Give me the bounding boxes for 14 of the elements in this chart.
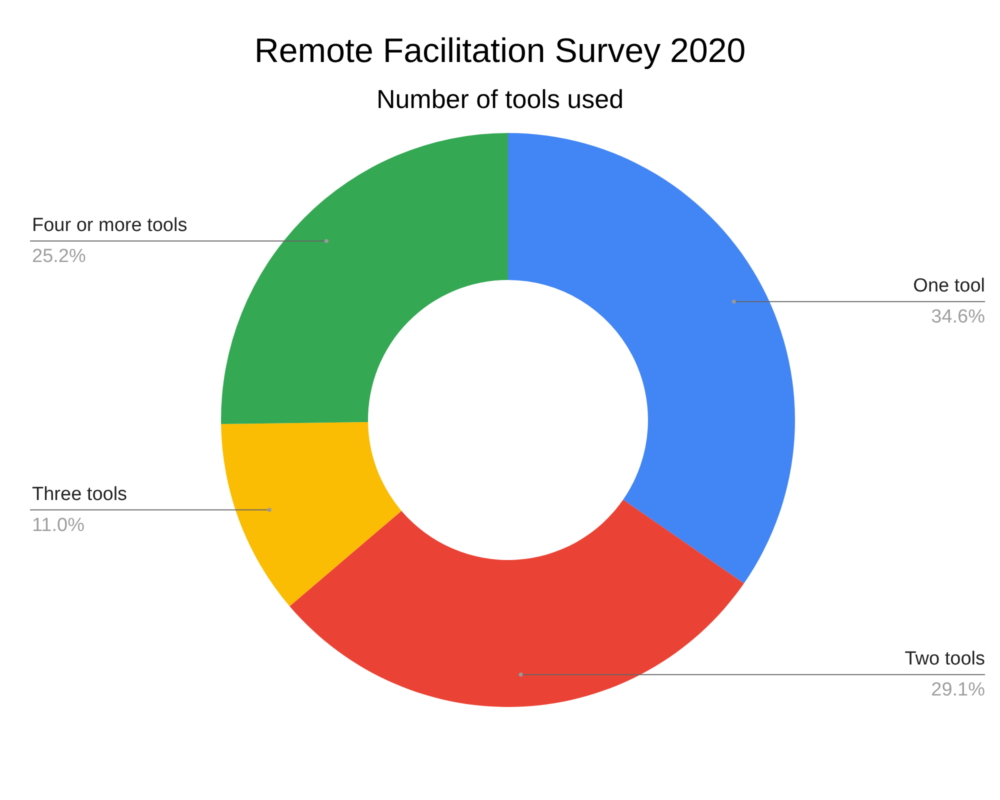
slice-label: Three tools: [32, 484, 128, 505]
slice-label: Two tools: [904, 648, 985, 670]
data-label: 11.0%: [32, 514, 85, 536]
data-label: 25.2%: [32, 246, 86, 267]
donut-slice: [508, 133, 795, 584]
donut-slice: [221, 133, 508, 424]
chart-title: Remote Facilitation Survey 2020: [254, 32, 746, 70]
data-label: 29.1%: [931, 680, 986, 701]
donut-slice: [290, 500, 744, 707]
donut-slice: [221, 422, 402, 606]
slice-label: Four or more tools: [32, 214, 188, 236]
chart-subtitle: Number of tools used: [376, 84, 624, 114]
data-label: 34.6%: [931, 306, 986, 328]
slice-label: One tool: [913, 276, 985, 297]
